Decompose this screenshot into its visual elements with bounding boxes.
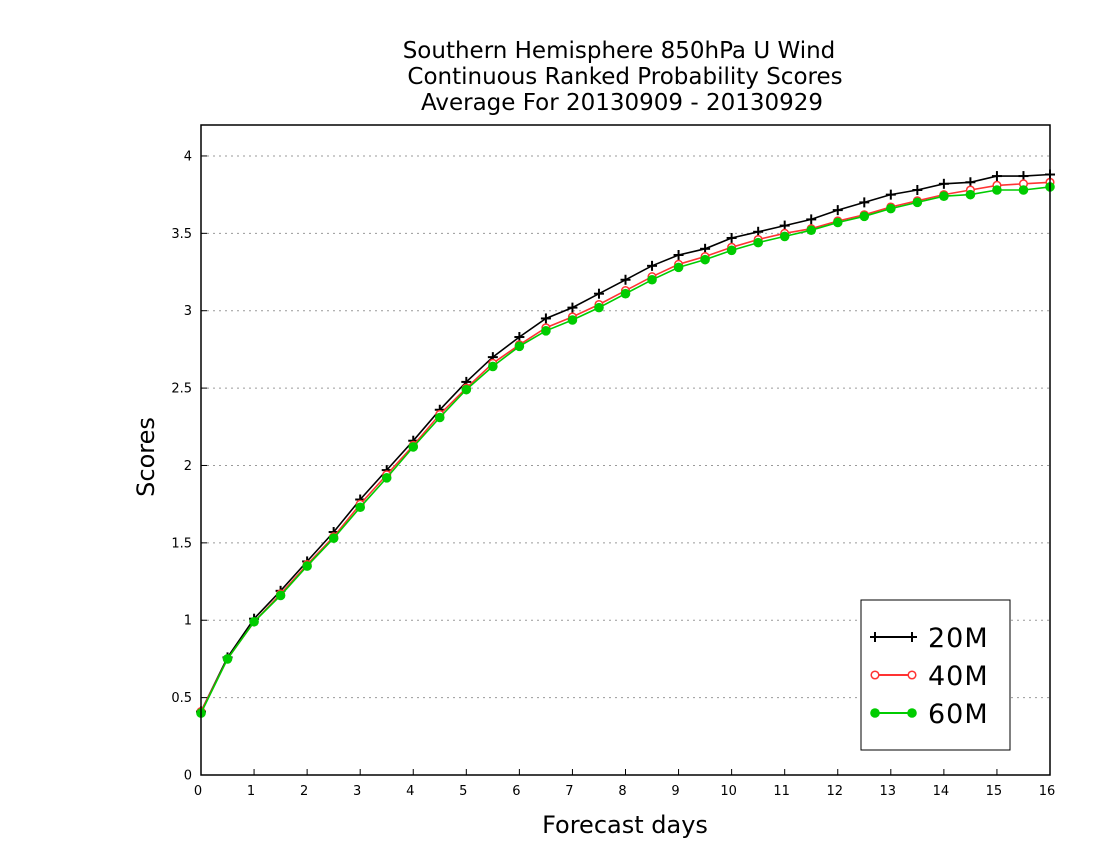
data-point [700,254,710,265]
data-point [434,412,445,423]
chart-title-line-2: Continuous Ranked Probability Scores [407,64,842,90]
data-point [488,361,498,372]
data-point [328,533,339,544]
data-point [859,197,870,208]
series-group [196,169,1055,718]
chart-title-line-1: Southern Hemisphere 850hPa U Wind [403,38,836,64]
data-point [753,237,763,248]
x-tick-label: 4 [406,784,414,799]
x-tick-label: 6 [512,784,520,799]
x-tick-label: 1 [247,784,255,799]
data-point [673,250,684,260]
data-point [541,326,551,336]
data-point [408,442,419,452]
data-point [355,502,365,513]
data-point [992,185,1002,195]
data-point [806,225,817,236]
x-axis-label: Forecast days [542,811,708,839]
data-point [1018,185,1029,195]
x-tick-label: 14 [933,784,950,799]
legend-items: 20M 40M 60M [870,623,989,730]
data-point [514,341,525,352]
data-point [461,384,472,395]
x-tick-label: 7 [565,784,573,799]
y-tick-label: 3.5 [171,227,192,242]
data-point [222,654,233,664]
data-point [907,708,917,718]
data-point [594,302,604,313]
x-tick-label: 5 [459,784,467,799]
legend-label: 20M [928,623,989,654]
legend: 20M 40M 60M [860,599,1011,751]
x-tick-label: 9 [671,784,679,799]
data-point [726,232,737,243]
data-point [859,211,870,222]
x-tick-label: 16 [1039,784,1056,799]
y-axis-label: Scores [132,417,160,497]
legend-entry-20m: 20M [870,623,989,654]
y-tick-label: 0.5 [171,691,192,706]
x-tick-label: 8 [618,784,626,799]
data-point [593,288,604,299]
data-point [620,288,631,299]
y-tick-label: 4 [184,149,192,164]
data-point [832,205,843,216]
data-point [647,260,658,271]
y-axis-ticks: 0 0.5 1 1.5 2 2.5 3 3.5 4 [171,149,207,784]
data-point [912,197,923,208]
y-tick-label: 1 [184,614,192,629]
y-tick-label: 2.5 [171,382,192,397]
y-tick-label: 1.5 [171,536,192,551]
x-tick-label: 10 [720,784,737,799]
x-tick-label: 2 [300,784,308,799]
x-tick-label: 3 [353,784,361,799]
data-point [381,473,392,483]
data-point [991,171,1002,182]
series-60m [196,182,1055,718]
legend-entry-40m: 40M [870,661,989,692]
y-tick-label: 0 [184,769,192,784]
data-point [939,191,949,201]
data-point [870,632,880,642]
data-point [885,189,896,200]
y-tick-label: 2 [184,459,192,474]
x-tick-label: 0 [194,784,202,799]
x-axis-ticks: 0 1 2 3 4 5 6 7 8 9 10 11 12 13 14 15 16 [194,769,1055,799]
data-point [726,245,737,256]
data-point [832,217,843,228]
x-tick-label: 13 [880,784,897,799]
legend-label: 60M [928,699,989,730]
data-point [907,670,917,680]
legend-label: 40M [928,661,989,692]
data-point [567,315,578,325]
data-point [647,274,657,285]
data-point [620,274,631,285]
data-point [275,590,286,601]
data-point [779,231,790,242]
data-point [806,214,817,225]
data-point [540,313,551,324]
data-point [907,632,917,642]
y-tick-label: 3 [184,304,192,319]
chart-title: Southern Hemisphere 850hPa U Wind Contin… [403,38,843,116]
x-tick-label: 12 [826,784,843,799]
data-point [302,561,312,571]
data-point [567,302,578,313]
data-point [965,189,976,200]
chart-title-line-3: Average For 20130909 - 20130929 [421,90,823,116]
x-tick-label: 15 [986,784,1003,799]
data-point [673,262,684,273]
data-point [249,616,259,627]
legend-entry-60m: 60M [870,699,988,730]
data-point [886,203,896,214]
data-point [870,670,880,680]
data-point [938,178,949,189]
x-tick-label: 11 [773,784,790,799]
data-point [912,185,923,195]
data-point [870,708,880,718]
